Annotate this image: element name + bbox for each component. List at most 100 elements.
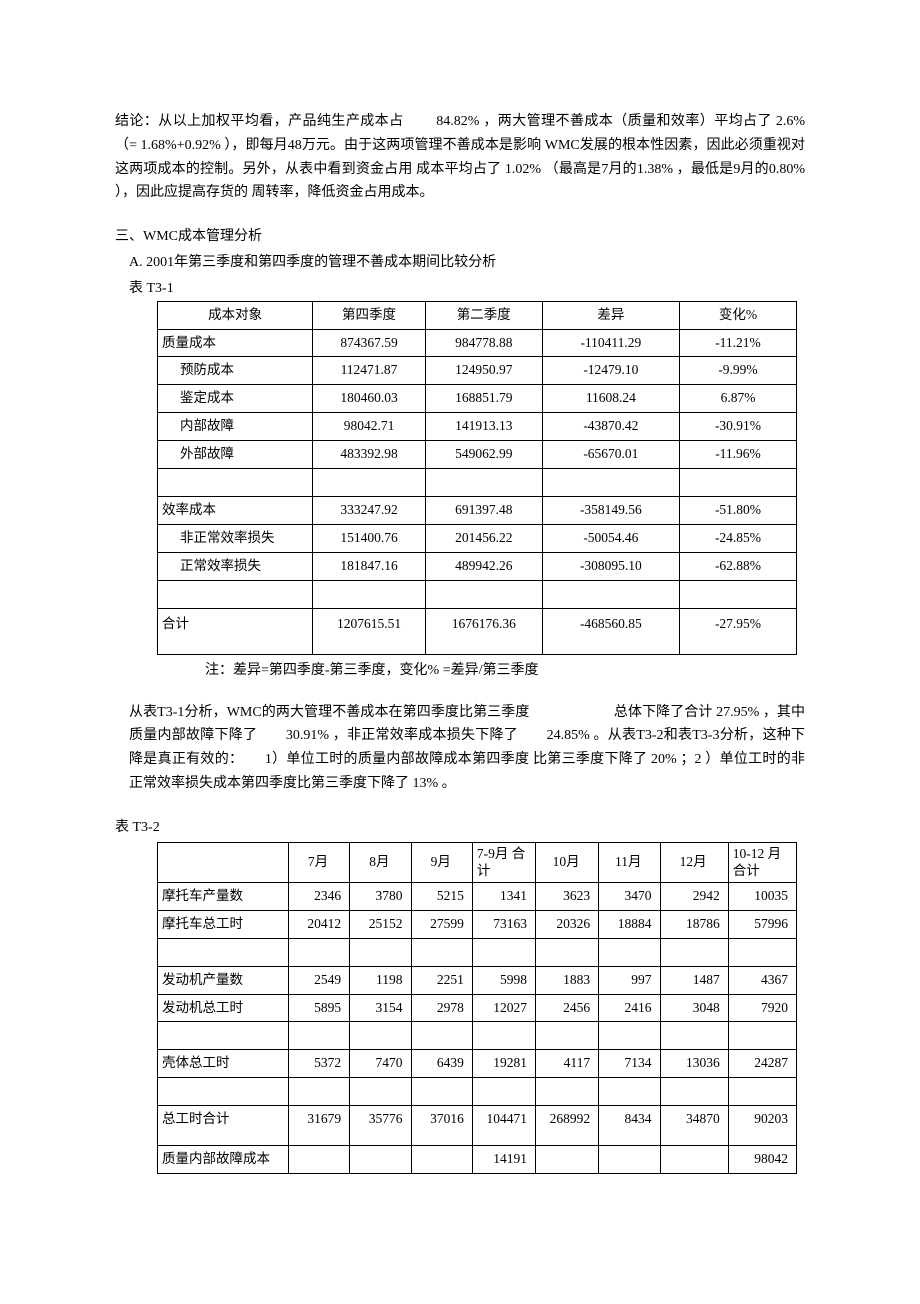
- cell-value: 1883: [536, 966, 599, 994]
- row-label: 壳体总工时: [158, 1050, 289, 1078]
- table-row: 摩托车产量数234637805215134136233470294210035: [158, 882, 797, 910]
- cell-value: 3154: [350, 994, 411, 1022]
- cell-value: 14191: [472, 1146, 535, 1174]
- table-t3-1-label: 表 T3-1: [129, 277, 805, 301]
- cell-value: 489942.26: [425, 553, 542, 581]
- cell-value: 3623: [536, 882, 599, 910]
- cell-value: 180460.03: [313, 385, 426, 413]
- cell-value: 5215: [411, 882, 472, 910]
- row-label: 正常效率损失: [158, 553, 313, 581]
- cell-value: -9.99%: [680, 357, 797, 385]
- table-t3-2-label: 表 T3-2: [115, 816, 805, 840]
- row-label: 鉴定成本: [158, 385, 313, 413]
- cell-value: -110411.29: [542, 329, 679, 357]
- cell-value: 2978: [411, 994, 472, 1022]
- row-label: 发动机总工时: [158, 994, 289, 1022]
- cell-value: 1487: [660, 966, 728, 994]
- table-header: 11月: [599, 842, 660, 882]
- cell-value: 181847.16: [313, 553, 426, 581]
- cell-value: 7134: [599, 1050, 660, 1078]
- cell-value: 5998: [472, 966, 535, 994]
- cell-value: [599, 1146, 660, 1174]
- cell-value: -24.85%: [680, 525, 797, 553]
- cell-value: 268992: [536, 1106, 599, 1146]
- cell-value: 2456: [536, 994, 599, 1022]
- table-header: 12月: [660, 842, 728, 882]
- table-row: 外部故障483392.98549062.99-65670.01-11.96%: [158, 441, 797, 469]
- row-label: 效率成本: [158, 497, 313, 525]
- cell-value: -308095.10: [542, 553, 679, 581]
- cell-value: 1676176.36: [425, 608, 542, 654]
- cell-value: 98042.71: [313, 413, 426, 441]
- row-label: 外部故障: [158, 441, 313, 469]
- cell-value: 1207615.51: [313, 608, 426, 654]
- table-header: 成本对象: [158, 301, 313, 329]
- table-row: 鉴定成本180460.03168851.7911608.246.87%: [158, 385, 797, 413]
- row-label: 质量内部故障成本: [158, 1146, 289, 1174]
- table-header: 变化%: [680, 301, 797, 329]
- cell-value: -43870.42: [542, 413, 679, 441]
- cell-value: 7470: [350, 1050, 411, 1078]
- table-row: 发动机产量数2549119822515998188399714874367: [158, 966, 797, 994]
- cell-value: 691397.48: [425, 497, 542, 525]
- cell-value: 104471: [472, 1106, 535, 1146]
- cell-value: 11608.24: [542, 385, 679, 413]
- cell-value: [350, 1146, 411, 1174]
- cell-value: [660, 1146, 728, 1174]
- cell-value: 20326: [536, 910, 599, 938]
- cell-value: 112471.87: [313, 357, 426, 385]
- cell-value: 4367: [728, 966, 796, 994]
- section-title: 三、WMC成本管理分析: [115, 225, 805, 249]
- cell-value: 201456.22: [425, 525, 542, 553]
- cell-value: -65670.01: [542, 441, 679, 469]
- table-header: 10月: [536, 842, 599, 882]
- table-header: 第四季度: [313, 301, 426, 329]
- blank-row: [158, 469, 797, 497]
- row-label: 质量成本: [158, 329, 313, 357]
- table-t3-1: 成本对象第四季度第二季度差异变化% 质量成本874367.59984778.88…: [157, 301, 797, 655]
- table-row: 摩托车总工时2041225152275997316320326188841878…: [158, 910, 797, 938]
- table-t3-1-note: 注：差异=第四季度-第三季度，变化% =差异/第三季度: [205, 659, 805, 683]
- row-label: 预防成本: [158, 357, 313, 385]
- cell-value: 1341: [472, 882, 535, 910]
- cell-value: 8434: [599, 1106, 660, 1146]
- blank-row: [158, 1022, 797, 1050]
- cell-value: 168851.79: [425, 385, 542, 413]
- cell-value: [536, 1146, 599, 1174]
- cell-value: 874367.59: [313, 329, 426, 357]
- table-header: 9月: [411, 842, 472, 882]
- cell-value: 1198: [350, 966, 411, 994]
- table-header: 7-9月 合计: [472, 842, 535, 882]
- table-row: 质量内部故障成本1419198042: [158, 1146, 797, 1174]
- cell-value: 141913.13: [425, 413, 542, 441]
- analysis-paragraph: 从表T3-1分析，WMC的两大管理不善成本在第四季度比第三季度 总体下降了合计 …: [129, 701, 805, 796]
- table-row: 预防成本112471.87124950.97-12479.10-9.99%: [158, 357, 797, 385]
- row-label: 摩托车产量数: [158, 882, 289, 910]
- table-header: 7月: [288, 842, 349, 882]
- cell-value: -50054.46: [542, 525, 679, 553]
- cell-value: 549062.99: [425, 441, 542, 469]
- cell-value: -11.96%: [680, 441, 797, 469]
- cell-value: 4117: [536, 1050, 599, 1078]
- cell-value: 34870: [660, 1106, 728, 1146]
- cell-value: 997: [599, 966, 660, 994]
- cell-value: 5895: [288, 994, 349, 1022]
- cell-value: 37016: [411, 1106, 472, 1146]
- cell-value: -358149.56: [542, 497, 679, 525]
- cell-value: 90203: [728, 1106, 796, 1146]
- table-header: 8月: [350, 842, 411, 882]
- cell-value: 7920: [728, 994, 796, 1022]
- cell-value: 27599: [411, 910, 472, 938]
- table-row: 总工时合计31679357763701610447126899284343487…: [158, 1106, 797, 1146]
- cell-value: 124950.97: [425, 357, 542, 385]
- cell-value: -468560.85: [542, 608, 679, 654]
- cell-value: 483392.98: [313, 441, 426, 469]
- row-label: 合计: [158, 608, 313, 654]
- row-label: 总工时合计: [158, 1106, 289, 1146]
- conclusion-paragraph: 结论：从以上加权平均看，产品纯生产成本占 84.82% ，两大管理不善成本（质量…: [115, 110, 805, 205]
- subsection-a-title: A. 2001年第三季度和第四季度的管理不善成本期间比较分析: [129, 251, 805, 275]
- cell-value: 35776: [350, 1106, 411, 1146]
- cell-value: 3048: [660, 994, 728, 1022]
- cell-value: -12479.10: [542, 357, 679, 385]
- cell-value: -62.88%: [680, 553, 797, 581]
